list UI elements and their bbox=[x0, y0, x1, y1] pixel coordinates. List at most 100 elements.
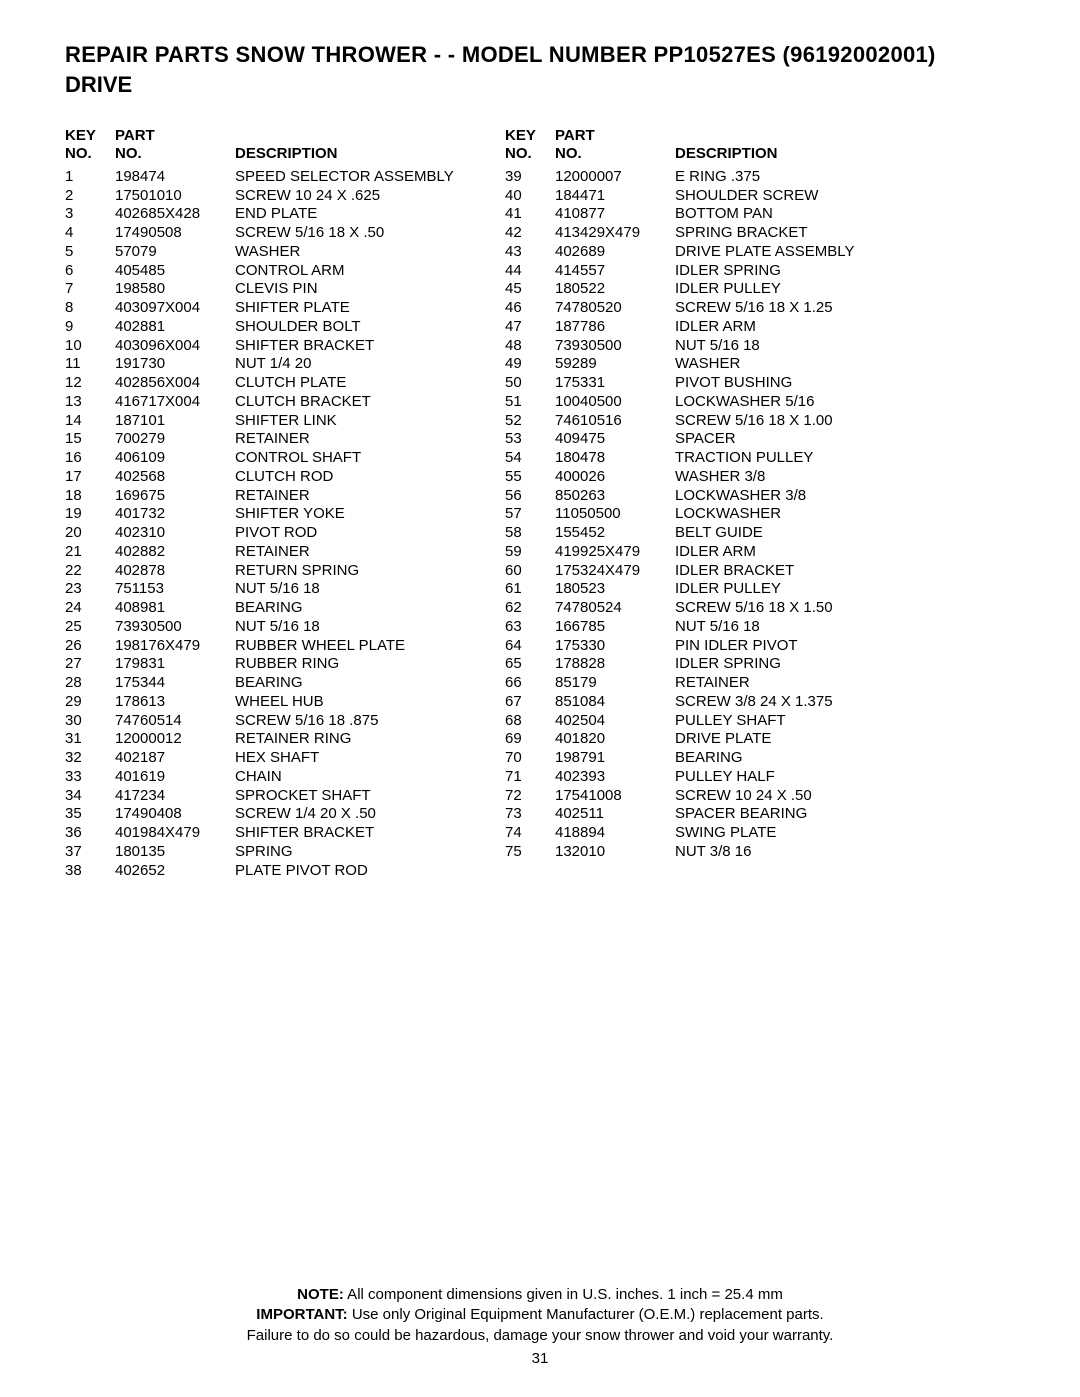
key-no: 62 bbox=[505, 599, 555, 618]
part-description: END PLATE bbox=[235, 205, 485, 224]
key-no: 54 bbox=[505, 449, 555, 468]
key-no: 67 bbox=[505, 693, 555, 712]
key-no: 40 bbox=[505, 187, 555, 206]
part-no: 401984X479 bbox=[115, 824, 235, 843]
part-description: IDLER PULLEY bbox=[675, 580, 980, 599]
key-no: 14 bbox=[65, 412, 115, 431]
part-description: SCREW 3/8 24 X 1.375 bbox=[675, 693, 980, 712]
part-description: CHAIN bbox=[235, 768, 485, 787]
part-no: 401619 bbox=[115, 768, 235, 787]
part-no: 11050500 bbox=[555, 505, 675, 524]
part-description: WHEEL HUB bbox=[235, 693, 485, 712]
warning-text: Failure to do so could be hazardous, dam… bbox=[0, 1326, 1080, 1346]
key-no: 73 bbox=[505, 805, 555, 824]
key-no: 5 bbox=[65, 243, 115, 262]
key-no: 61 bbox=[505, 580, 555, 599]
part-no: 17490508 bbox=[115, 224, 235, 243]
key-no: 52 bbox=[505, 412, 555, 431]
part-description: SHIFTER YOKE bbox=[235, 505, 485, 524]
part-no: 178613 bbox=[115, 693, 235, 712]
key-no: 2 bbox=[65, 187, 115, 206]
part-description: LOCKWASHER bbox=[675, 505, 980, 524]
part-description: RETAINER RING bbox=[235, 730, 485, 749]
part-no: 17541008 bbox=[555, 787, 675, 806]
part-description: RETAINER bbox=[235, 487, 485, 506]
key-no: 23 bbox=[65, 580, 115, 599]
part-description: SCREW 5/16 18 X .50 bbox=[235, 224, 485, 243]
part-no: 132010 bbox=[555, 843, 675, 862]
part-description: SPACER BEARING bbox=[675, 805, 980, 824]
part-description: SPROCKET SHAFT bbox=[235, 787, 485, 806]
key-no: 49 bbox=[505, 355, 555, 374]
part-description: CONTROL SHAFT bbox=[235, 449, 485, 468]
part-description: SHOULDER SCREW bbox=[675, 187, 980, 206]
part-no: 402568 bbox=[115, 468, 235, 487]
key-no: 3 bbox=[65, 205, 115, 224]
part-description: BEARING bbox=[235, 599, 485, 618]
part-description: NUT 5/16 18 bbox=[235, 618, 485, 637]
part-description: SCREW 10 24 X .50 bbox=[675, 787, 980, 806]
part-no: 180478 bbox=[555, 449, 675, 468]
part-description: NUT 3/8 16 bbox=[675, 843, 980, 862]
part-no: 851084 bbox=[555, 693, 675, 712]
key-no: 42 bbox=[505, 224, 555, 243]
column-header: PARTNO. bbox=[115, 127, 235, 168]
part-no: 403097X004 bbox=[115, 299, 235, 318]
key-no: 12 bbox=[65, 374, 115, 393]
key-no: 47 bbox=[505, 318, 555, 337]
part-no: 59289 bbox=[555, 355, 675, 374]
key-no: 57 bbox=[505, 505, 555, 524]
part-no: 198791 bbox=[555, 749, 675, 768]
part-no: 402652 bbox=[115, 862, 235, 881]
part-no: 402504 bbox=[555, 712, 675, 731]
part-description: SPRING bbox=[235, 843, 485, 862]
part-no: 184471 bbox=[555, 187, 675, 206]
key-no: 34 bbox=[65, 787, 115, 806]
part-description: DRIVE PLATE bbox=[675, 730, 980, 749]
part-no: 402878 bbox=[115, 562, 235, 581]
parts-column-left: KEYNO.PARTNO. DESCRIPTION1198474SPEED SE… bbox=[65, 127, 485, 880]
key-no: 65 bbox=[505, 655, 555, 674]
part-no: 179831 bbox=[115, 655, 235, 674]
part-description: LOCKWASHER 3/8 bbox=[675, 487, 980, 506]
key-no: 18 bbox=[65, 487, 115, 506]
part-no: 402882 bbox=[115, 543, 235, 562]
part-description: DRIVE PLATE ASSEMBLY bbox=[675, 243, 980, 262]
key-no: 29 bbox=[65, 693, 115, 712]
note-label: NOTE: bbox=[297, 1286, 344, 1303]
part-no: 409475 bbox=[555, 430, 675, 449]
part-no: 180522 bbox=[555, 280, 675, 299]
part-description: HEX SHAFT bbox=[235, 749, 485, 768]
key-no: 68 bbox=[505, 712, 555, 731]
part-description: SCREW 5/16 18 .875 bbox=[235, 712, 485, 731]
part-no: 406109 bbox=[115, 449, 235, 468]
key-no: 51 bbox=[505, 393, 555, 412]
key-no: 41 bbox=[505, 205, 555, 224]
key-no: 21 bbox=[65, 543, 115, 562]
part-description: CLUTCH BRACKET bbox=[235, 393, 485, 412]
page-title-line2: DRIVE bbox=[65, 70, 1015, 100]
key-no: 72 bbox=[505, 787, 555, 806]
key-no: 1 bbox=[65, 168, 115, 187]
key-no: 48 bbox=[505, 337, 555, 356]
part-description: NUT 5/16 18 bbox=[675, 337, 980, 356]
part-description: SHIFTER PLATE bbox=[235, 299, 485, 318]
part-description: RETURN SPRING bbox=[235, 562, 485, 581]
part-description: RETAINER bbox=[235, 430, 485, 449]
key-no: 58 bbox=[505, 524, 555, 543]
part-no: 414557 bbox=[555, 262, 675, 281]
part-no: 402187 bbox=[115, 749, 235, 768]
part-no: 401820 bbox=[555, 730, 675, 749]
part-no: 74760514 bbox=[115, 712, 235, 731]
part-description: PIN IDLER PIVOT bbox=[675, 637, 980, 656]
part-description: NUT 1/4 20 bbox=[235, 355, 485, 374]
part-no: 198474 bbox=[115, 168, 235, 187]
part-description: RUBBER WHEEL PLATE bbox=[235, 637, 485, 656]
part-description: RUBBER RING bbox=[235, 655, 485, 674]
key-no: 46 bbox=[505, 299, 555, 318]
part-no: 198580 bbox=[115, 280, 235, 299]
part-description: LOCKWASHER 5/16 bbox=[675, 393, 980, 412]
part-no: 418894 bbox=[555, 824, 675, 843]
key-no: 31 bbox=[65, 730, 115, 749]
key-no: 75 bbox=[505, 843, 555, 862]
